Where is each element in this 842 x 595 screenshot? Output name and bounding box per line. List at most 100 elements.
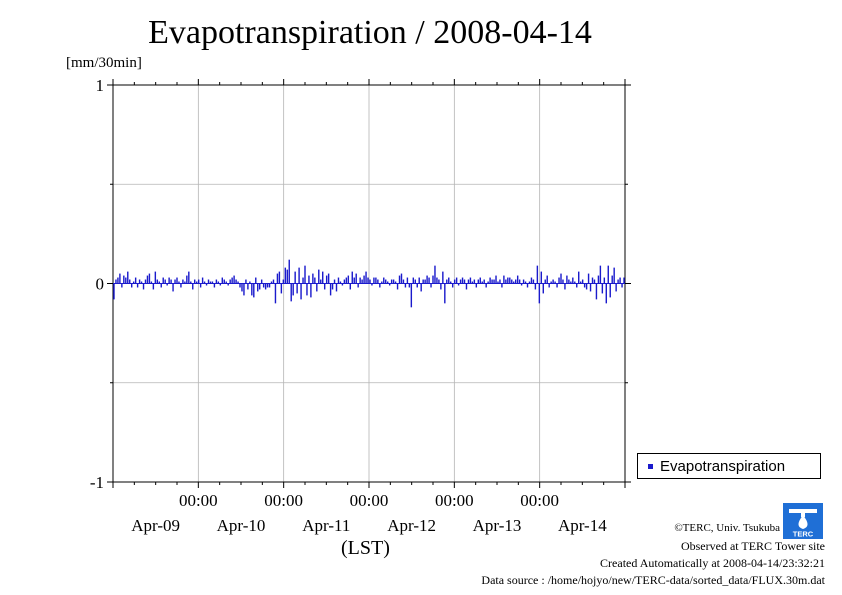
data-bar bbox=[430, 283, 432, 288]
data-bar bbox=[408, 283, 411, 288]
data-bar bbox=[201, 277, 204, 284]
data-bar bbox=[613, 267, 615, 284]
data-bar bbox=[520, 283, 523, 286]
data-bar bbox=[524, 281, 527, 284]
x-tick-time-label: 00:00 bbox=[435, 491, 474, 510]
data-bar bbox=[197, 279, 200, 284]
data-bar bbox=[570, 281, 572, 284]
data-bar bbox=[585, 283, 588, 290]
data-bar bbox=[538, 283, 541, 304]
data-bar bbox=[552, 279, 554, 284]
data-bar bbox=[286, 269, 288, 284]
data-bar bbox=[601, 283, 604, 294]
data-bar bbox=[544, 279, 546, 284]
data-bar bbox=[146, 275, 149, 284]
data-bar bbox=[560, 273, 562, 284]
data-bar bbox=[593, 279, 596, 284]
data-bar bbox=[461, 277, 464, 284]
data-bar bbox=[617, 279, 619, 284]
data-bar bbox=[377, 279, 379, 284]
data-bar bbox=[123, 275, 125, 284]
data-bar bbox=[213, 283, 216, 288]
data-bar bbox=[154, 271, 157, 284]
data-bar bbox=[483, 279, 485, 284]
data-bar bbox=[323, 283, 326, 290]
data-bar bbox=[532, 279, 535, 284]
data-bar bbox=[127, 271, 129, 284]
data-bar bbox=[572, 277, 574, 284]
x-tick-time-label: 00:00 bbox=[179, 491, 218, 510]
data-bar bbox=[536, 265, 539, 284]
data-bar bbox=[450, 281, 452, 284]
x-tick-date-label: Apr-10 bbox=[217, 516, 266, 535]
data-bar bbox=[306, 283, 308, 296]
terc-logo: TERC bbox=[783, 503, 823, 539]
data-bar bbox=[266, 283, 269, 288]
data-bar bbox=[568, 279, 570, 284]
data-bar bbox=[390, 279, 393, 284]
data-bar bbox=[113, 283, 115, 300]
created-timestamp-text: Created Automatically at 2008-04-14/23:3… bbox=[600, 556, 825, 570]
data-bar bbox=[172, 283, 174, 292]
data-bar bbox=[274, 283, 277, 304]
data-bar bbox=[434, 265, 436, 284]
y-tick-label: 0 bbox=[96, 275, 105, 294]
data-bar bbox=[459, 279, 462, 284]
data-bar bbox=[115, 279, 117, 284]
data-bar bbox=[566, 275, 568, 284]
data-bar bbox=[345, 277, 348, 284]
observed-site-text: Observed at TERC Tower site bbox=[680, 539, 825, 553]
data-bar bbox=[412, 277, 415, 284]
data-bar bbox=[138, 279, 141, 284]
data-bar bbox=[231, 277, 233, 284]
x-tick-date-label: Apr-12 bbox=[387, 516, 436, 535]
data-bar bbox=[386, 281, 389, 284]
data-bar bbox=[479, 277, 481, 284]
data-bar bbox=[576, 283, 578, 288]
data-bar bbox=[574, 281, 576, 284]
data-bar bbox=[166, 283, 168, 286]
data-bar bbox=[534, 283, 537, 290]
data-bar bbox=[511, 279, 513, 284]
data-bar bbox=[615, 283, 617, 292]
x-tick-date-label: Apr-09 bbox=[131, 516, 180, 535]
data-bar bbox=[349, 283, 352, 290]
axis-ticks bbox=[107, 79, 631, 488]
data-bar bbox=[184, 281, 186, 284]
data-bar bbox=[260, 279, 263, 284]
logo-text: TERC bbox=[793, 530, 814, 539]
data-bar bbox=[168, 277, 170, 284]
data-bar bbox=[310, 283, 312, 298]
data-bar bbox=[258, 283, 261, 290]
data-bar bbox=[367, 277, 369, 284]
data-bar bbox=[469, 277, 472, 284]
data-bar bbox=[182, 279, 184, 284]
data-bar bbox=[363, 275, 365, 284]
data-bar bbox=[607, 265, 609, 284]
data-bar bbox=[432, 275, 434, 284]
x-axis-label: (LST) bbox=[341, 537, 390, 559]
legend-label: Evapotranspiration bbox=[660, 458, 786, 475]
data-bar bbox=[542, 283, 544, 294]
data-bar bbox=[556, 283, 558, 288]
data-bar bbox=[473, 279, 476, 284]
data-bar bbox=[388, 283, 391, 286]
data-bar bbox=[337, 277, 340, 284]
data-bar bbox=[320, 279, 322, 284]
data-bar bbox=[465, 283, 468, 290]
data-bar bbox=[251, 283, 253, 296]
data-bar bbox=[463, 279, 466, 284]
data-bar bbox=[290, 283, 292, 302]
data-bar bbox=[144, 279, 147, 284]
data-bar bbox=[455, 277, 458, 284]
data-bar bbox=[398, 275, 401, 284]
data-bar bbox=[211, 281, 214, 284]
data-bar bbox=[223, 279, 225, 284]
data-bar bbox=[369, 279, 371, 284]
data-bar bbox=[178, 281, 180, 284]
data-bar bbox=[195, 281, 198, 284]
copyright-text: ©TERC, Univ. Tsukuba bbox=[674, 522, 780, 534]
data-bar bbox=[280, 283, 283, 294]
data-bar bbox=[587, 273, 590, 284]
data-bar bbox=[410, 283, 413, 308]
